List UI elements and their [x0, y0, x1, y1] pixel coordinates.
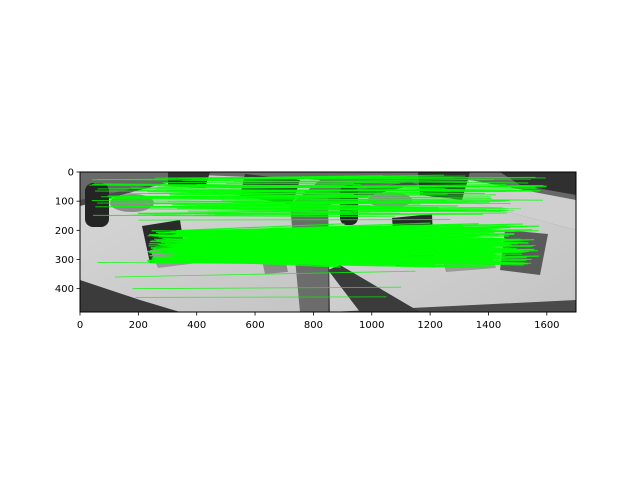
match-line [97, 185, 547, 190]
x-tick-label: 800 [304, 320, 323, 331]
match-line [109, 198, 379, 202]
match-line [166, 189, 356, 194]
match-line [205, 184, 447, 187]
match-line [225, 238, 484, 241]
match-line [221, 199, 386, 202]
x-tick-label: 600 [246, 320, 265, 331]
match-line [158, 251, 474, 260]
match-line [152, 212, 508, 216]
match-line [152, 233, 434, 236]
match-line [176, 223, 345, 232]
y-tick-label: 400 [55, 284, 74, 295]
match-line [93, 214, 395, 218]
x-tick-label: 1200 [417, 320, 442, 331]
match-line [253, 259, 377, 262]
match-line [220, 193, 448, 197]
match-line [194, 213, 484, 216]
axes-frame [79, 171, 577, 313]
x-tick-label: 1400 [476, 320, 501, 331]
match-line [132, 286, 401, 290]
match-line [190, 242, 506, 247]
match-line [254, 232, 350, 240]
match-line [282, 260, 462, 268]
match-line [109, 206, 434, 217]
x-tick-label: 200 [129, 320, 148, 331]
y-tick-label: 0 [68, 168, 74, 179]
match-line [155, 235, 479, 242]
match-line [107, 195, 492, 199]
x-tick-label: 0 [77, 320, 83, 331]
match-line [233, 179, 494, 183]
match-line [196, 201, 469, 206]
match-line [162, 180, 469, 184]
y-tick-label: 300 [55, 255, 74, 266]
feature-match-lines [88, 174, 547, 298]
stereo-photo-image [80, 172, 576, 312]
match-line [97, 262, 425, 266]
y-tick-label: 200 [55, 226, 74, 237]
x-tick-label: 1000 [359, 320, 384, 331]
match-line [149, 196, 447, 201]
match-line [165, 247, 462, 251]
x-tick-label: 1600 [534, 320, 559, 331]
x-axis: 0 200 400 600 800 1000 1200 1400 1600 [77, 312, 560, 331]
match-line [293, 232, 515, 236]
match-line [115, 270, 416, 278]
x-tick-label: 400 [187, 320, 206, 331]
match-line [135, 296, 387, 298]
match-line [137, 209, 424, 214]
y-axis: 0 100 200 300 400 [55, 168, 80, 295]
match-line [175, 226, 439, 232]
y-tick-label: 100 [55, 197, 74, 208]
match-line [254, 251, 473, 257]
match-line [241, 244, 508, 252]
match-line [220, 174, 445, 179]
match-line [138, 219, 451, 221]
match-line [174, 244, 511, 249]
